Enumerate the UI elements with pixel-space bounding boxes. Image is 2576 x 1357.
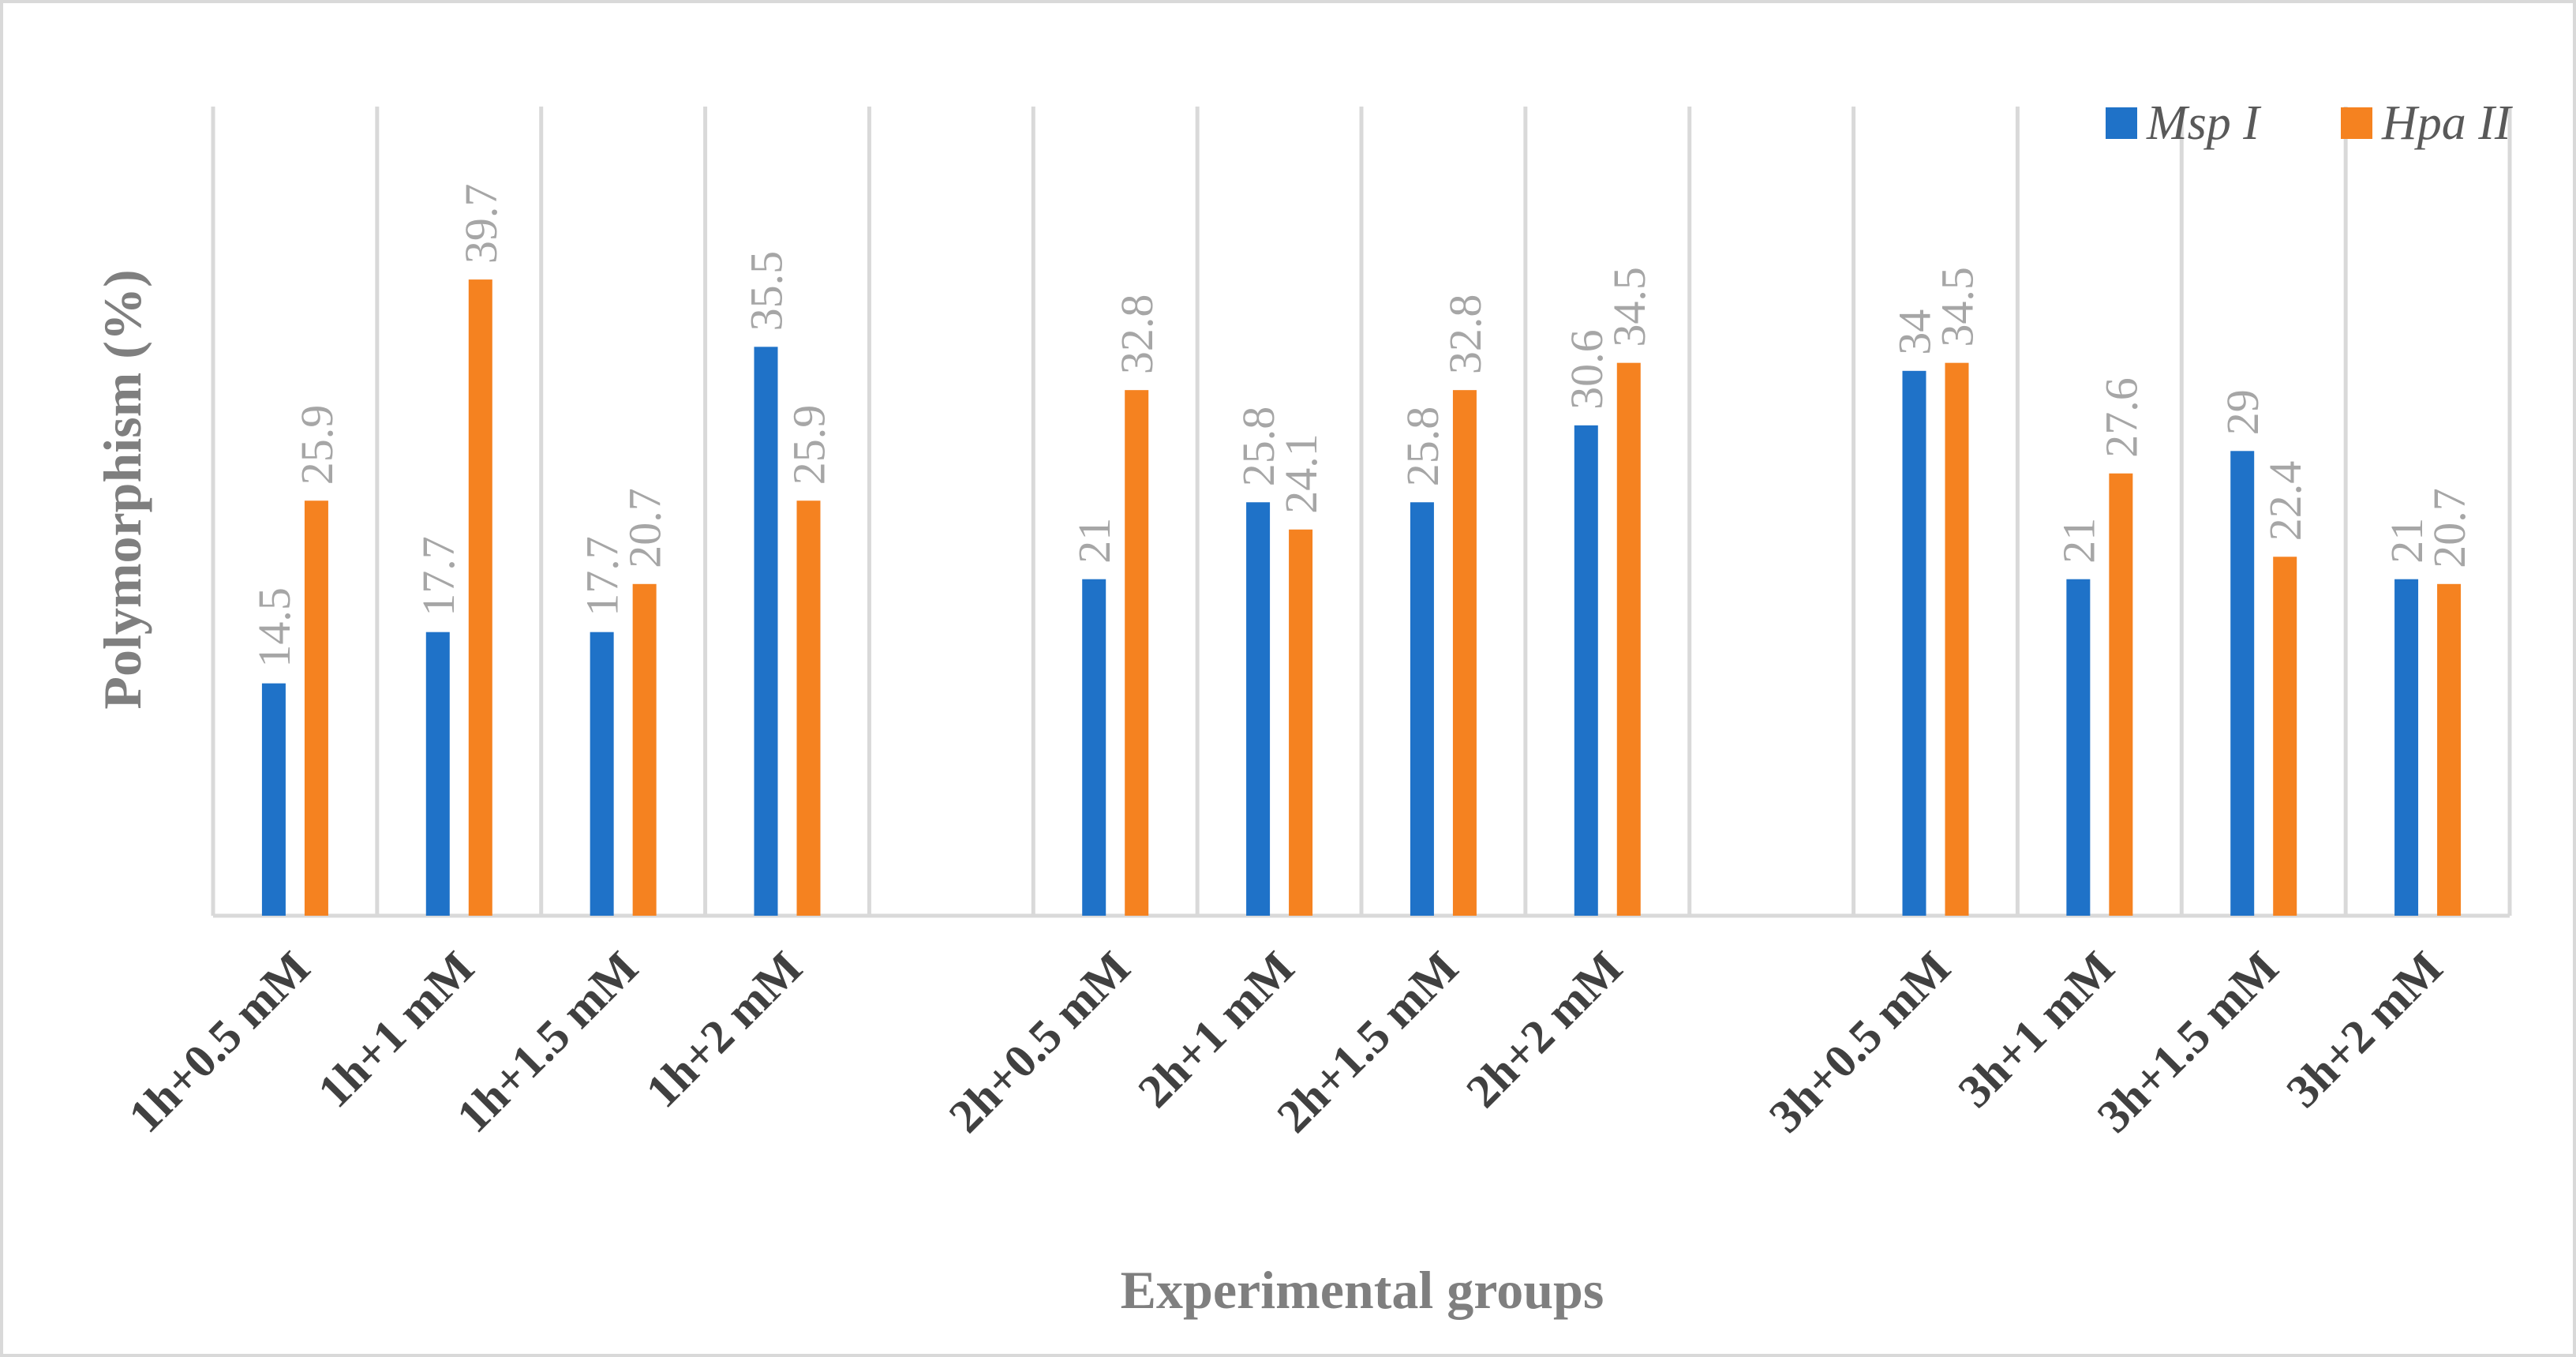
data-labels: 14.525.917.739.717.720.735.525.92132.825… (249, 184, 2475, 668)
bar-msp-i-1h-1-mm (425, 632, 450, 916)
gridlines (211, 107, 2512, 918)
bar-msp-i-2h-0-5-mm (1082, 579, 1106, 916)
x-axis-title: Experimental groups (1121, 1260, 1604, 1320)
bar-hpa-ii-3h-1-mm (2109, 473, 2133, 916)
data-label-msp-i-3h-1-5-mm: 29 (2217, 389, 2268, 435)
bar-hpa-ii-3h-1-5-mm (2273, 557, 2297, 916)
legend-label-hpa-ii: Hpa II (2381, 96, 2514, 150)
data-label-hpa-ii-2h-1-mm: 24.1 (1275, 433, 1327, 514)
data-label-hpa-ii-1h-1-mm: 39.7 (455, 184, 507, 264)
data-label-msp-i-2h-2-mm: 30.6 (1561, 329, 1612, 410)
bar-msp-i-1h-2-mm (754, 347, 778, 917)
bar-hpa-ii-2h-1-5-mm (1452, 390, 1477, 916)
data-label-hpa-ii-1h-0-5-mm: 25.9 (291, 405, 343, 485)
data-label-msp-i-3h-0-5-mm: 34 (1889, 309, 1941, 355)
bar-hpa-ii-2h-2-mm (1616, 362, 1641, 916)
bar-msp-i-3h-2-mm (2394, 579, 2419, 916)
legend-label-msp-i: Msp I (2146, 96, 2262, 150)
bar-msp-i-1h-0-5-mm (261, 683, 286, 916)
data-label-hpa-ii-3h-1-mm: 27.6 (2095, 377, 2147, 458)
data-label-msp-i-2h-1-mm: 25.8 (1233, 407, 1284, 487)
bar-msp-i-3h-1-5-mm (2230, 451, 2255, 916)
bar-msp-i-3h-1-mm (2066, 579, 2091, 916)
bar-msp-i-2h-1-5-mm (1410, 502, 1434, 916)
bar-msp-i-3h-0-5-mm (1902, 370, 1926, 916)
bar-hpa-ii-2h-0-5-mm (1125, 390, 1149, 916)
bar-hpa-ii-1h-2-mm (796, 500, 821, 916)
legend-swatch-hpa-ii (2341, 107, 2372, 139)
data-label-hpa-ii-3h-1-5-mm: 22.4 (2260, 461, 2311, 542)
data-label-msp-i-1h-2-mm: 35.5 (741, 251, 792, 332)
bar-hpa-ii-1h-0-5-mm (304, 500, 328, 916)
bar-hpa-ii-1h-1-5-mm (632, 583, 657, 916)
bar-msp-i-2h-1-mm (1246, 502, 1271, 916)
data-label-hpa-ii-2h-2-mm: 34.5 (1604, 267, 1655, 347)
data-label-msp-i-2h-1-5-mm: 25.8 (1397, 407, 1448, 487)
y-axis-title: Polymorphism (%) (92, 269, 152, 709)
bars (261, 279, 2462, 917)
bar-hpa-ii-3h-2-mm (2437, 583, 2462, 916)
data-label-msp-i-3h-2-mm: 21 (2381, 518, 2432, 564)
data-label-msp-i-3h-1-mm: 21 (2053, 518, 2104, 564)
data-label-hpa-ii-3h-2-mm: 20.7 (2424, 488, 2475, 568)
data-label-msp-i-1h-0-5-mm: 14.5 (249, 587, 300, 668)
bar-hpa-ii-1h-1-mm (468, 279, 492, 917)
legend-swatch-msp-i (2106, 107, 2137, 139)
data-label-hpa-ii-1h-1-5-mm: 20.7 (620, 488, 671, 568)
data-label-hpa-ii-2h-0-5-mm: 32.8 (1111, 294, 1163, 375)
legend: Msp I Hpa II (2106, 96, 2514, 150)
data-label-hpa-ii-3h-0-5-mm: 34.5 (1932, 267, 1983, 347)
bar-msp-i-1h-1-5-mm (590, 632, 614, 916)
data-label-msp-i-2h-0-5-mm: 21 (1069, 518, 1120, 564)
data-label-msp-i-1h-1-5-mm: 17.7 (577, 536, 628, 617)
bar-hpa-ii-2h-1-mm (1289, 529, 1313, 916)
data-label-msp-i-1h-1-mm: 17.7 (413, 536, 464, 617)
data-label-hpa-ii-1h-2-mm: 25.9 (784, 405, 835, 485)
bar-hpa-ii-3h-0-5-mm (1945, 362, 1969, 916)
data-label-hpa-ii-2h-1-5-mm: 32.8 (1440, 294, 1491, 375)
bar-msp-i-2h-2-mm (1574, 425, 1598, 916)
